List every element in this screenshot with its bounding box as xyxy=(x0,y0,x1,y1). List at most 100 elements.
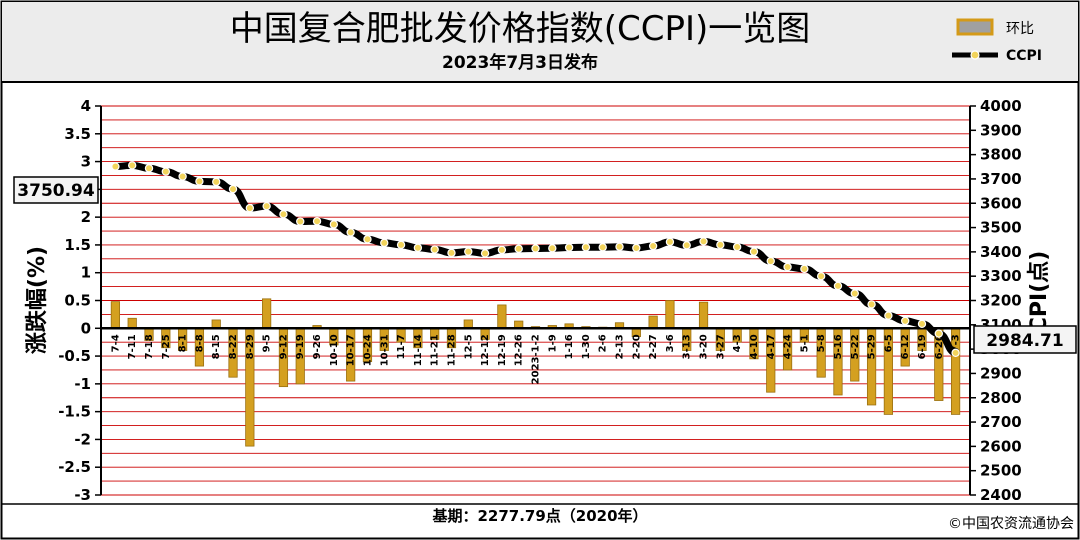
ccpi-point xyxy=(430,245,439,254)
x-tick-label: 12-5 xyxy=(463,334,474,359)
first-value-label: 3750.94 xyxy=(17,181,95,201)
x-tick-label: 2023-1-2 xyxy=(531,334,542,384)
x-tick-label: 7-3 xyxy=(951,334,962,352)
x-tick-label: 11-28 xyxy=(446,334,457,366)
ccpi-point xyxy=(447,248,456,258)
right-tick-label: 2800 xyxy=(980,389,1022,407)
x-tick-labels: 7-4 7-11 7-18 7-25 8-1 8-8 8-15 8-22 8-29 9-5 9-12… xyxy=(110,334,961,384)
x-tick-label: 6-19 xyxy=(917,334,928,359)
right-tick-label: 3500 xyxy=(980,219,1022,237)
first-value-callout: 3750.94 xyxy=(13,176,99,204)
x-tick-label: 8-29 xyxy=(245,334,256,359)
bar xyxy=(262,298,272,329)
ccpi-point xyxy=(363,235,372,244)
x-tick-label: 2-27 xyxy=(648,334,659,359)
bar xyxy=(211,319,221,329)
x-tick-label: 11-14 xyxy=(413,334,424,366)
left-tick-label: 2 xyxy=(81,208,91,226)
left-tick-label: 3 xyxy=(81,153,91,171)
left-tick-label: -1.5 xyxy=(58,403,91,421)
left-tick-label: -3 xyxy=(74,486,91,504)
x-tick-label: 3-27 xyxy=(715,334,726,359)
x-tick-label: 5-1 xyxy=(799,334,810,352)
left-tick-label: -1 xyxy=(74,375,91,393)
ccpi-point xyxy=(598,243,607,252)
x-tick-label: 5-16 xyxy=(833,334,844,359)
legend: 环比 CCPI xyxy=(952,18,1042,64)
bar-series xyxy=(110,298,961,447)
x-tick-label: 9-19 xyxy=(295,334,306,359)
right-tick-label: 3600 xyxy=(980,194,1022,212)
right-tick-label: 3800 xyxy=(980,146,1022,164)
x-tick-label: 4-24 xyxy=(783,334,794,359)
ccpi-point xyxy=(732,242,742,252)
x-tick-label: 5-29 xyxy=(867,334,878,359)
x-tick-label: 7-25 xyxy=(161,334,172,359)
x-tick-label: 7-4 xyxy=(110,334,121,352)
x-tick-label: 7-11 xyxy=(127,334,138,359)
ccpi-point xyxy=(497,245,507,255)
left-tick-label: 4 xyxy=(81,97,91,115)
x-tick-label: 10-31 xyxy=(379,334,390,366)
ccpi-point xyxy=(296,217,305,226)
bar xyxy=(127,317,137,329)
ccpi-line-series xyxy=(111,161,960,358)
ccpi-point xyxy=(581,243,591,252)
x-tick-label: 10-24 xyxy=(362,334,373,366)
ccpi-point xyxy=(329,220,339,229)
x-tick-label: 2-20 xyxy=(631,334,642,359)
left-tick-label: 0.5 xyxy=(64,292,91,310)
x-tick-label: 9-5 xyxy=(262,334,273,352)
x-tick-label: 12-12 xyxy=(480,334,491,366)
legend-bar-swatch xyxy=(956,18,994,36)
right-tick-label: 3300 xyxy=(980,267,1022,285)
ccpi-point xyxy=(900,316,910,326)
x-tick-label: 1-9 xyxy=(547,334,558,352)
ccpi-point xyxy=(346,228,355,237)
right-tick-label: 2400 xyxy=(980,486,1022,504)
x-tick-label: 2-13 xyxy=(615,334,626,359)
x-tick-label: 9-26 xyxy=(312,334,323,359)
x-tick-label: 2-6 xyxy=(598,334,609,352)
ccpi-point xyxy=(682,241,691,250)
ccpi-point xyxy=(480,249,490,258)
x-tick-label: 1-16 xyxy=(564,334,575,359)
left-tick-label: -2 xyxy=(74,430,91,448)
ccpi-point xyxy=(816,271,826,281)
ccpi-point xyxy=(161,167,171,176)
ccpi-point xyxy=(228,184,238,194)
ccpi-point xyxy=(766,256,775,266)
x-tick-label: 5-22 xyxy=(850,334,861,359)
ccpi-point xyxy=(245,203,255,213)
bar xyxy=(648,315,658,329)
ccpi-point xyxy=(144,164,154,173)
header-band xyxy=(2,2,1078,82)
ccpi-point xyxy=(884,311,893,320)
ccpi-point xyxy=(396,240,406,250)
ccpi-point xyxy=(699,237,708,246)
ccpi-point xyxy=(380,238,389,248)
x-tick-label: 6-12 xyxy=(900,334,911,359)
x-tick-label: 9-12 xyxy=(278,334,289,359)
ccpi-point xyxy=(531,244,540,253)
legend-bar-label: 环比 xyxy=(1006,21,1034,37)
x-tick-label: 8-1 xyxy=(178,334,189,352)
ccpi-point xyxy=(833,281,843,291)
right-tick-label: 2600 xyxy=(980,437,1022,455)
ccpi-point xyxy=(632,243,641,253)
copyright-label: ©中国农资流通协会 xyxy=(948,516,1074,532)
ccpi-point xyxy=(917,319,927,329)
x-tick-label: 5-8 xyxy=(816,334,827,352)
bar xyxy=(497,304,507,329)
right-tick-label: 2500 xyxy=(980,462,1022,480)
ccpi-point xyxy=(413,243,423,252)
bar xyxy=(698,301,709,329)
right-tick-label: 3400 xyxy=(980,243,1022,261)
ccpi-point xyxy=(850,289,859,298)
left-tick-label: 0 xyxy=(81,319,91,337)
right-tick-label: 2900 xyxy=(980,364,1022,382)
ccpi-point xyxy=(548,244,557,253)
x-tick-label: 3-20 xyxy=(699,334,710,359)
